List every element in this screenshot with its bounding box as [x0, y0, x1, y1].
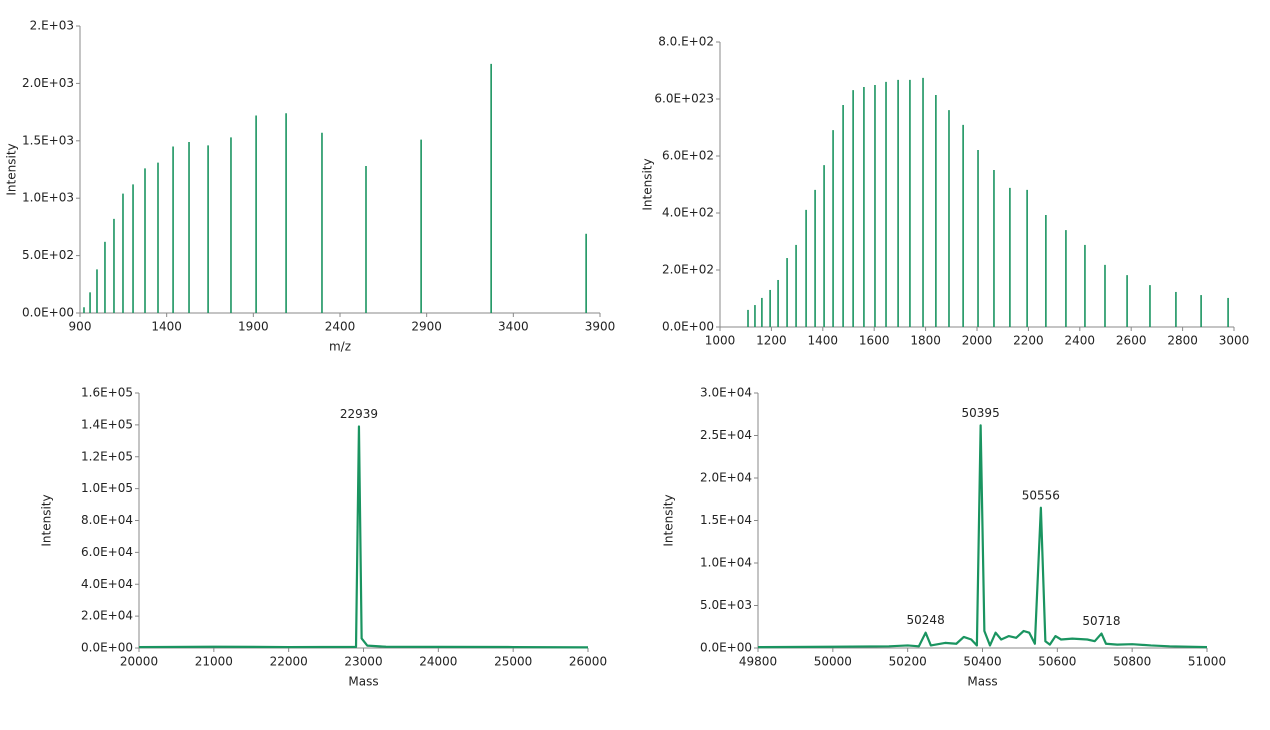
y-tick-label: 0.0E+00 [700, 641, 752, 655]
x-tick-label: 2800 [1167, 334, 1198, 348]
y-axis-label: Intensity [641, 158, 655, 210]
x-tick-label: 50200 [889, 655, 927, 669]
y-tick-label: 0.0E+00 [662, 320, 714, 334]
x-axis-label: m/z [329, 340, 351, 354]
x-tick-label: 24000 [419, 655, 457, 669]
y-tick-label: 1.2E+05 [81, 449, 133, 463]
x-tick-label: 2200 [1013, 334, 1044, 348]
y-tick-label: 6.0E+04 [81, 545, 133, 559]
y-tick-label: 4.0E+04 [81, 577, 133, 591]
y-tick-label: 1.4E+05 [81, 417, 133, 431]
x-tick-label: 26000 [569, 655, 607, 669]
y-tick-label: 6.0E+023 [654, 92, 714, 106]
x-tick-label: 21000 [195, 655, 233, 669]
x-tick-label: 20000 [120, 655, 158, 669]
y-tick-label: 2.0E+02 [662, 263, 714, 277]
spectrum-line [138, 425, 589, 649]
x-tick-label: 2900 [411, 320, 442, 334]
y-tick-label: 1.0E+04 [700, 556, 752, 570]
x-axis-label: Mass [967, 675, 997, 689]
x-tick-label: 1800 [910, 334, 941, 348]
x-tick-label: 3400 [498, 320, 529, 334]
y-axis-label: Intensity [40, 494, 54, 546]
peak-label: 22939 [340, 407, 378, 421]
x-tick-label: 1900 [238, 320, 269, 334]
y-axis-label: Intensity [662, 494, 676, 546]
x-tick-label: 23000 [344, 655, 382, 669]
y-tick-label: 1.0E+03 [22, 191, 74, 205]
y-tick-label: 8.0E+04 [81, 513, 133, 527]
x-tick-label: 50000 [814, 655, 852, 669]
x-tick-label: 900 [69, 320, 92, 334]
y-tick-label: 0.0E+00 [22, 306, 74, 320]
y-tick-label: 1.5E+03 [22, 133, 74, 147]
peak-label: 50248 [907, 613, 945, 627]
x-tick-label: 2400 [1065, 334, 1096, 348]
x-tick-label: 3900 [585, 320, 616, 334]
y-axis-label: Intensity [5, 143, 19, 195]
y-tick-label: 4.0E+02 [662, 206, 714, 220]
y-tick-label: 8.0.E+02 [658, 35, 714, 49]
peak-label: 50718 [1082, 614, 1120, 628]
x-tick-label: 1200 [756, 334, 787, 348]
y-tick-label: 2.5E+04 [700, 428, 752, 442]
x-tick-label: 1400 [808, 334, 839, 348]
y-tick-label: 3.0E+04 [700, 386, 752, 400]
y-tick-label: 2.E+03 [30, 19, 74, 33]
x-tick-label: 1600 [859, 334, 890, 348]
x-tick-label: 49800 [739, 655, 777, 669]
y-tick-label: 1.6E+05 [81, 386, 133, 400]
x-tick-label: 50600 [1038, 655, 1076, 669]
y-tick-label: 2.0E+03 [22, 76, 74, 90]
y-tick-label: 6.0E+02 [662, 149, 714, 163]
y-tick-label: 0.0E+00 [81, 641, 133, 655]
y-tick-label: 1.5E+04 [700, 513, 752, 527]
spectrum-line [757, 424, 1208, 649]
x-tick-label: 3000 [1219, 334, 1250, 348]
x-tick-label: 2600 [1116, 334, 1147, 348]
peak-label: 50556 [1022, 488, 1060, 502]
y-tick-label: 5.0E+03 [700, 598, 752, 612]
x-tick-label: 51000 [1188, 655, 1226, 669]
x-tick-label: 22000 [270, 655, 308, 669]
peak-label: 50395 [962, 406, 1000, 420]
y-tick-label: 2.0E+04 [81, 609, 133, 623]
x-axis-label: Mass [348, 675, 378, 689]
x-tick-label: 50400 [963, 655, 1001, 669]
y-tick-label: 5.0E+02 [22, 248, 74, 262]
y-tick-label: 1.0E+05 [81, 481, 133, 495]
x-tick-label: 2000 [962, 334, 993, 348]
x-tick-label: 50800 [1113, 655, 1151, 669]
x-tick-label: 1000 [705, 334, 736, 348]
x-tick-label: 2400 [325, 320, 356, 334]
x-tick-label: 25000 [494, 655, 532, 669]
x-tick-label: 1400 [151, 320, 182, 334]
y-tick-label: 2.0E+04 [700, 471, 752, 485]
